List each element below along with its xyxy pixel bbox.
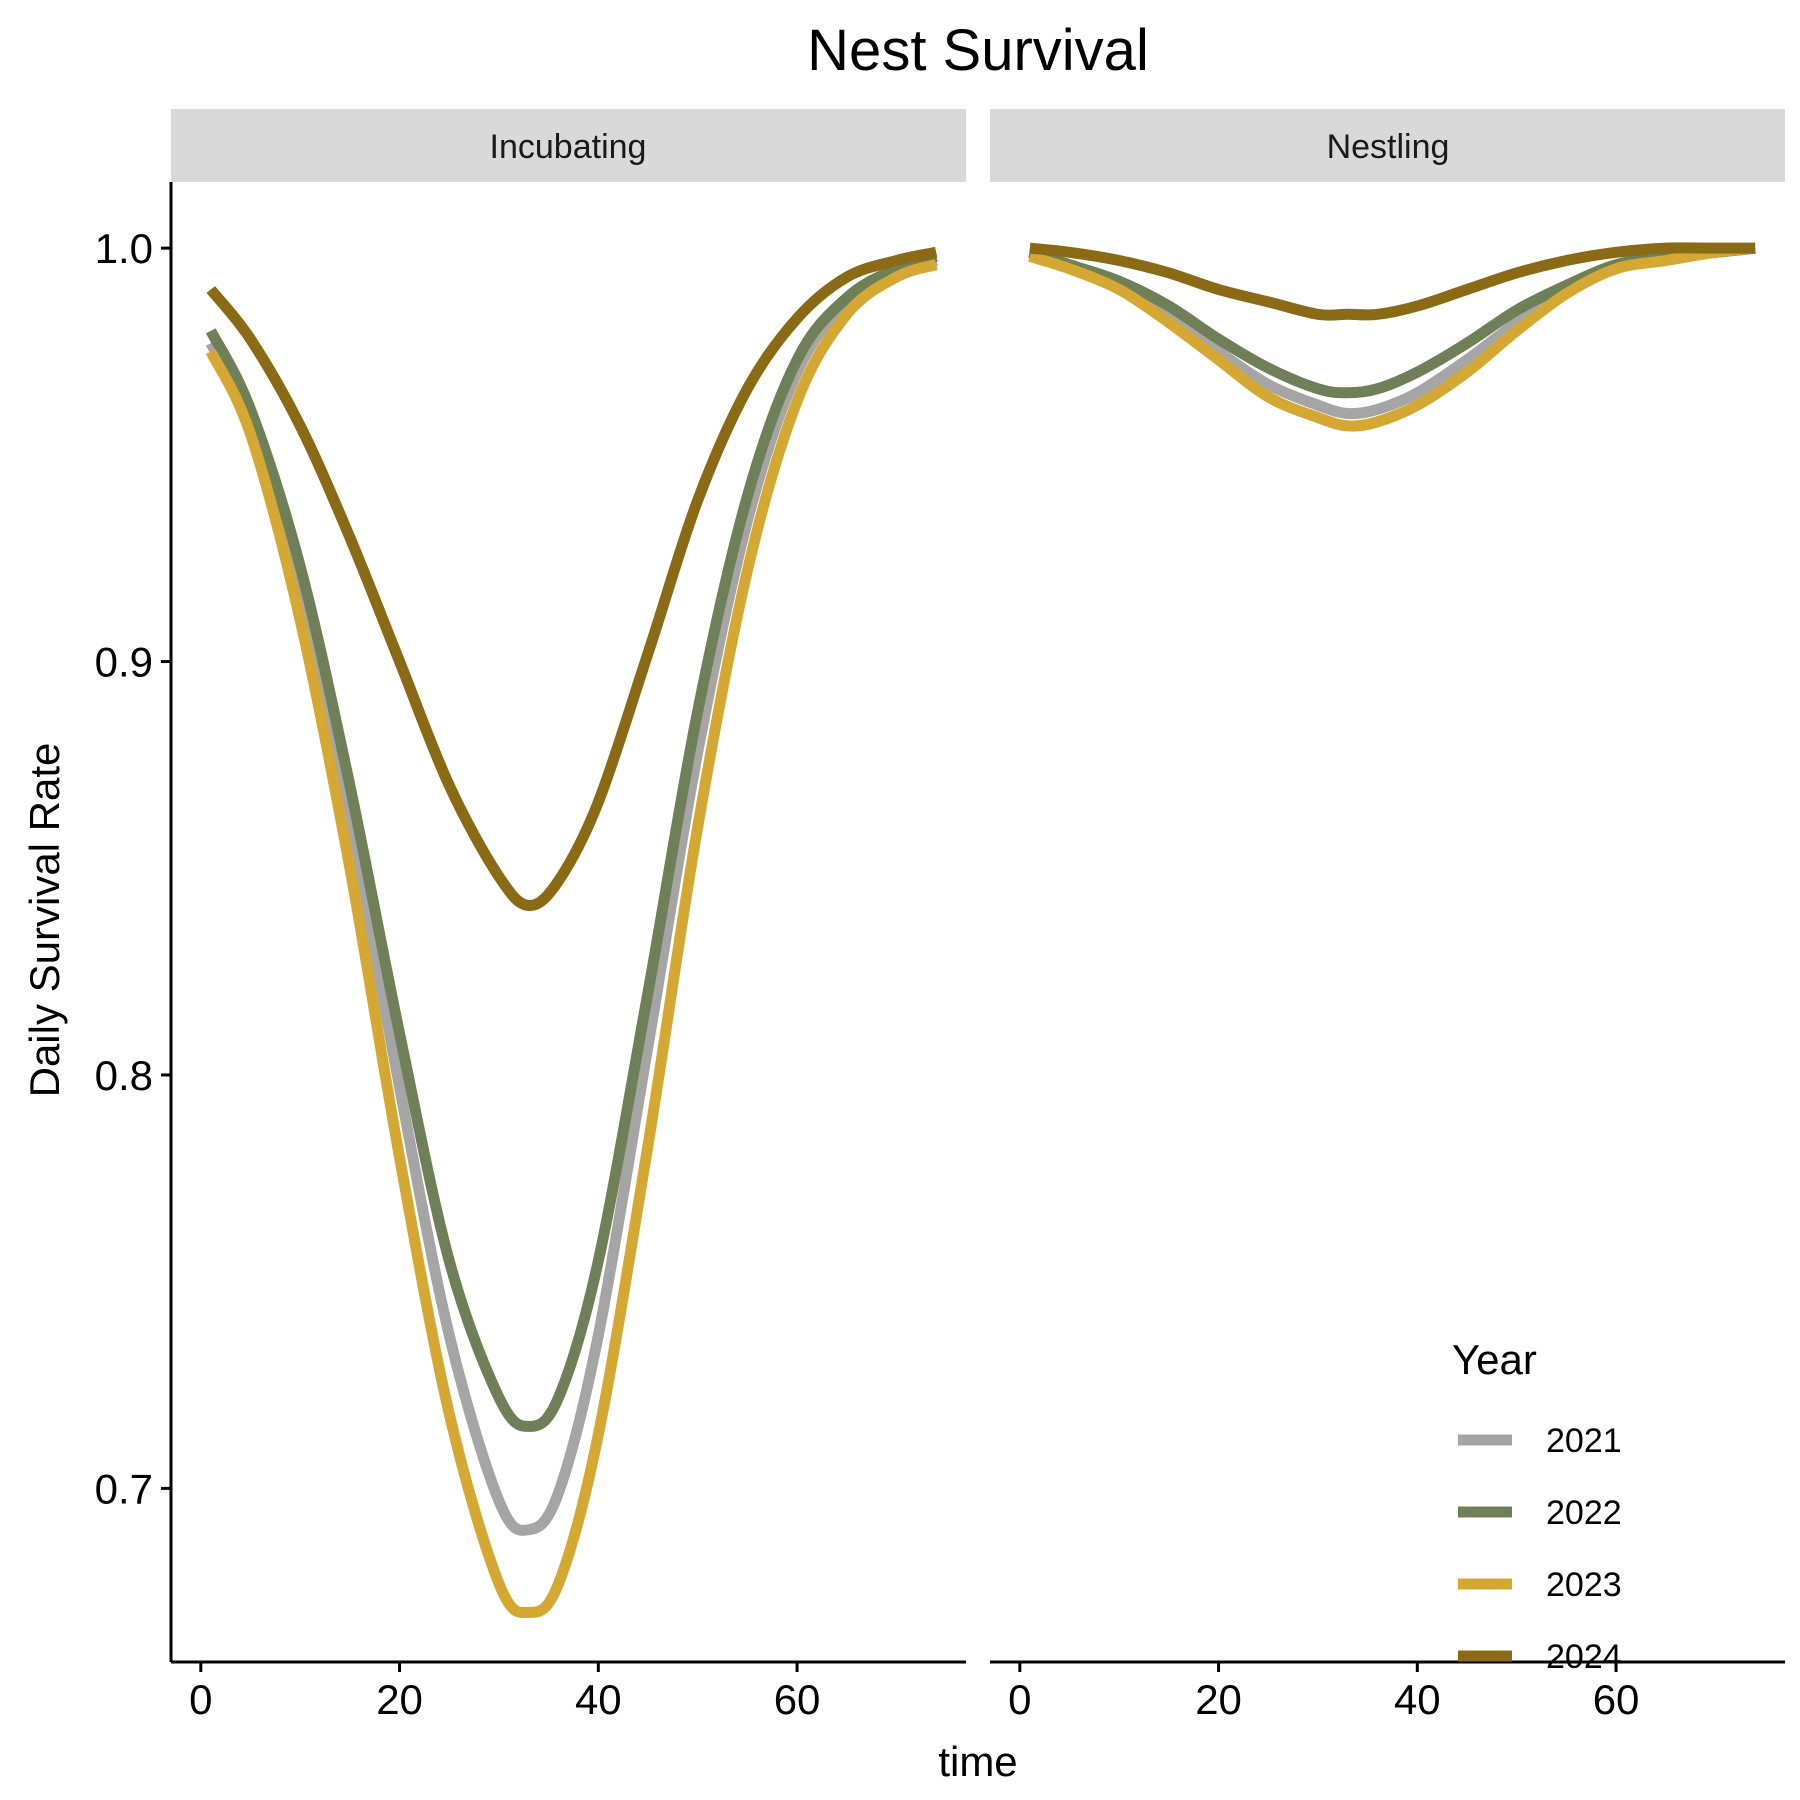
lines-nestling: [1028, 242, 1756, 432]
x-tick-label: 40: [1394, 1676, 1441, 1723]
x-tick-label: 0: [1008, 1676, 1031, 1723]
strip-label-nestling: Nestling: [1327, 128, 1450, 166]
series-line-nestling-2023: [1028, 242, 1756, 432]
series-line-incubating-2024: [206, 246, 938, 911]
lines-incubating: [205, 246, 938, 1619]
strip-background-nestling: [990, 109, 1785, 182]
y-tick-label: 1.0: [95, 225, 153, 272]
strip-label-incubating: Incubating: [490, 128, 647, 166]
chart-title: Nest Survival: [807, 18, 1149, 83]
x-axis-title: time: [938, 1738, 1017, 1785]
legend-items: 2021 2022 2023 2024: [1458, 1422, 1622, 1676]
x-tick-label: 40: [575, 1676, 622, 1723]
y-tick-label: 0.9: [95, 639, 153, 686]
series-line-incubating-2022: [205, 251, 938, 1432]
legend-label-2022: 2022: [1546, 1494, 1622, 1532]
x-tick-label: 20: [1195, 1676, 1242, 1723]
x-tick-label: 60: [1593, 1676, 1640, 1723]
series-line-incubating-2023: [205, 259, 938, 1619]
x-tick-label: 20: [376, 1676, 423, 1723]
x-tick-label: 0: [189, 1676, 212, 1723]
y-tick-label: 0.7: [95, 1465, 153, 1512]
legend-title: Year: [1452, 1336, 1537, 1383]
x-tick-label: 60: [774, 1676, 821, 1723]
legend: Year 2021 2022 2023 2024: [1452, 1336, 1622, 1676]
legend-label-2024: 2024: [1546, 1638, 1622, 1676]
y-axis-title: Daily Survival Rate: [21, 743, 68, 1098]
panel-incubating: Incubating: [171, 109, 966, 1619]
strip-background-incubating: [171, 109, 966, 182]
panel-nestling: Nestling: [990, 109, 1785, 432]
legend-label-2021: 2021: [1546, 1422, 1622, 1460]
legend-label-2023: 2023: [1546, 1566, 1622, 1604]
axes: 0 20 40 60 0 20 40 60 0.7 0.8 0.9 1.0: [95, 182, 1785, 1723]
series-line-nestling-2024: [1029, 242, 1756, 321]
y-tick-label: 0.8: [95, 1052, 153, 1099]
